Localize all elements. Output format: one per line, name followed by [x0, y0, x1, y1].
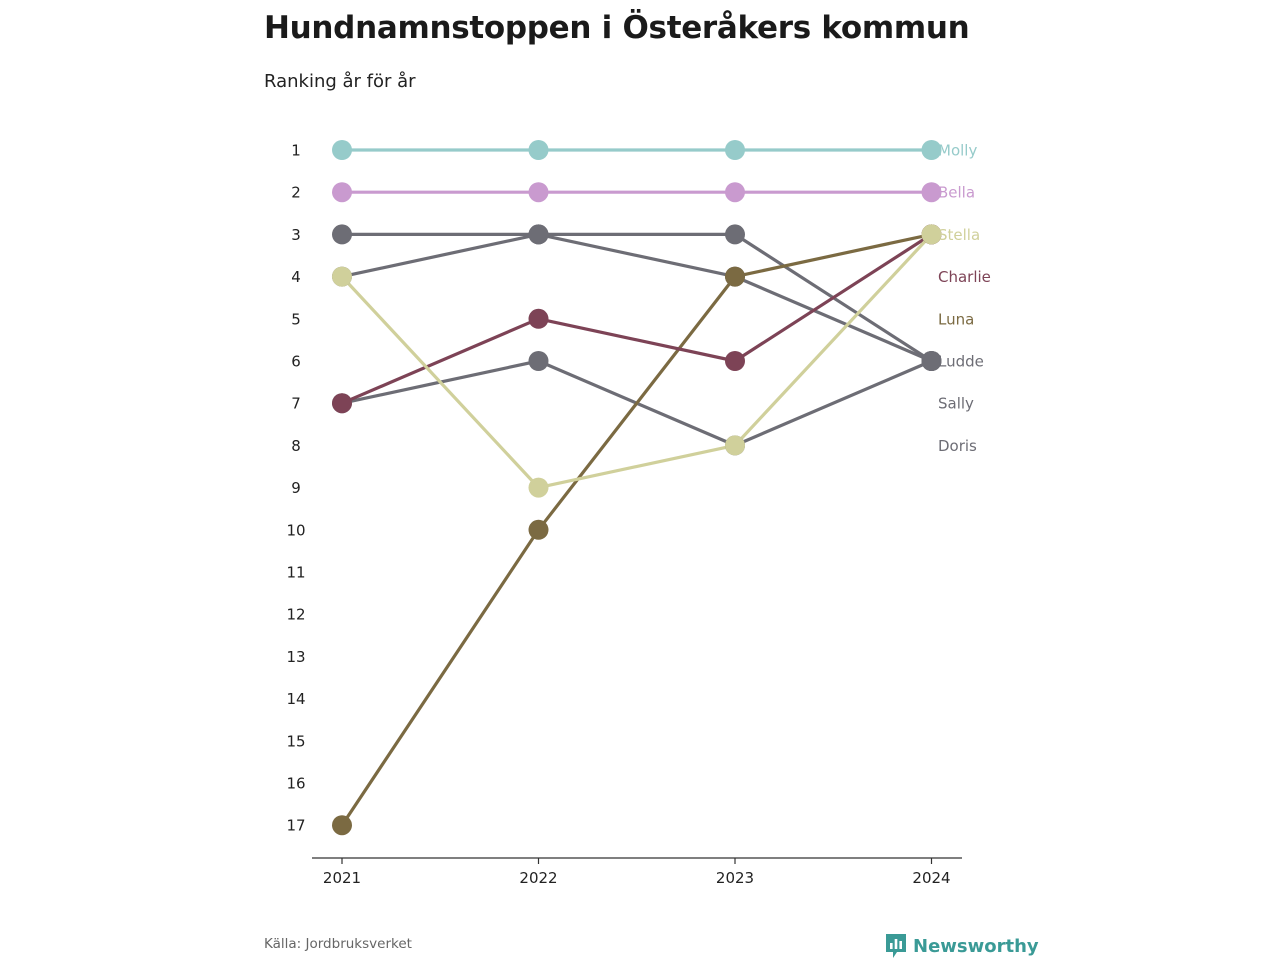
- series-point-charlie[interactable]: [725, 351, 745, 371]
- series-point-stella[interactable]: [725, 435, 745, 456]
- y-tick-label: 13: [286, 648, 305, 666]
- x-tick-label: 2023: [716, 869, 754, 887]
- series-points: [332, 140, 942, 836]
- series-label-luna: Luna: [938, 310, 974, 328]
- series-label-molly: Molly: [938, 142, 977, 160]
- series-point-molly[interactable]: [921, 140, 942, 160]
- y-tick-label: 9: [291, 479, 301, 497]
- y-tick-label: 16: [286, 775, 305, 793]
- y-tick-label: 6: [291, 353, 301, 371]
- series-point-luna[interactable]: [528, 519, 549, 540]
- series-point-bella[interactable]: [725, 182, 745, 203]
- series-label-charlie: Charlie: [938, 268, 991, 286]
- y-tick-label: 8: [291, 437, 301, 455]
- series-line-luna: [340, 232, 932, 827]
- series-labels: Molly Bella Stella Charlie Luna Ludde Sally Dor…: [938, 142, 991, 455]
- y-tick-label: 12: [286, 606, 305, 624]
- y-tick-label: 11: [286, 564, 305, 582]
- series-label-ludde: Ludde: [938, 353, 984, 371]
- series-point-luna[interactable]: [332, 815, 352, 836]
- series-point-sally[interactable]: [528, 351, 549, 371]
- series-point-luna[interactable]: [725, 266, 745, 287]
- y-tick-label: 4: [291, 268, 301, 286]
- series-point-ludde[interactable]: [921, 351, 942, 371]
- series-label-sally: Sally: [938, 395, 974, 413]
- series-line-ludde: [341, 232, 933, 363]
- chart-title: Hundnamnstoppen i Österåkers kommun: [264, 10, 970, 46]
- series-point-molly[interactable]: [332, 140, 352, 160]
- series-label-stella: Stella: [938, 226, 980, 244]
- series-label-bella: Bella: [938, 184, 975, 202]
- x-tick-label: 2022: [519, 869, 557, 887]
- series-point-stella[interactable]: [332, 266, 352, 287]
- series-point-stella[interactable]: [528, 477, 549, 498]
- x-tick-label: 2024: [912, 869, 950, 887]
- y-tick-label: 3: [291, 226, 301, 244]
- chart-subtitle: Ranking år för år: [264, 71, 416, 92]
- series-point-doris[interactable]: [332, 224, 352, 245]
- series-point-stella[interactable]: [921, 224, 942, 245]
- x-tick-label: 2021: [323, 869, 361, 887]
- series-point-bella[interactable]: [332, 182, 352, 203]
- y-tick-label: 2: [291, 184, 301, 202]
- series-point-ludde[interactable]: [528, 224, 549, 245]
- source-note: Källa: Jordbruksverket: [264, 936, 412, 952]
- series-point-molly[interactable]: [528, 140, 549, 160]
- series-point-bella[interactable]: [528, 182, 549, 203]
- y-tick-label: 7: [291, 395, 301, 413]
- series-lines: [340, 148, 933, 827]
- series-point-charlie[interactable]: [332, 393, 352, 414]
- series-line-charlie: [341, 233, 933, 405]
- series-point-molly[interactable]: [725, 140, 745, 160]
- x-axis: 2021 2022 2023 2024: [312, 857, 962, 887]
- y-tick-label: 17: [286, 817, 305, 835]
- series-point-doris[interactable]: [725, 224, 745, 245]
- y-tick-label: 14: [286, 690, 305, 708]
- brand-name: Newsworthy: [913, 935, 1039, 957]
- y-tick-label: 10: [286, 521, 305, 539]
- brand-logo[interactable]: Newsworthy: [885, 933, 1039, 959]
- y-tick-label: 15: [286, 732, 305, 750]
- series-line-stella: [340, 233, 933, 490]
- y-tick-label: 5: [291, 310, 301, 328]
- series-point-charlie[interactable]: [528, 308, 549, 329]
- series-label-doris: Doris: [938, 437, 977, 455]
- y-tick-label: 1: [291, 142, 301, 160]
- series-point-bella[interactable]: [921, 182, 942, 203]
- chart-bars-icon: [886, 934, 906, 958]
